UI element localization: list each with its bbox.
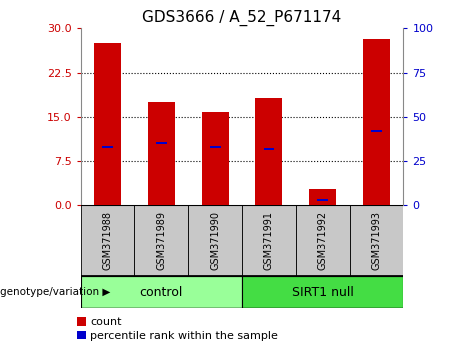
Text: SIRT1 null: SIRT1 null	[292, 286, 354, 298]
Bar	[296, 205, 349, 276]
Legend: count, percentile rank within the sample: count, percentile rank within the sample	[77, 317, 278, 341]
Text: GSM371991: GSM371991	[264, 211, 274, 270]
Bar	[210, 146, 220, 148]
Bar	[81, 276, 242, 308]
Text: GSM371993: GSM371993	[372, 211, 382, 270]
Bar	[255, 98, 282, 205]
Bar	[94, 43, 121, 205]
Title: GDS3666 / A_52_P671174: GDS3666 / A_52_P671174	[142, 9, 342, 25]
Bar	[264, 148, 274, 150]
Bar	[349, 205, 403, 276]
Text: GSM371990: GSM371990	[210, 211, 220, 270]
Bar	[148, 102, 175, 205]
Text: GSM371988: GSM371988	[102, 211, 112, 270]
Bar	[188, 205, 242, 276]
Bar	[156, 142, 167, 144]
Bar	[371, 130, 382, 132]
Text: genotype/variation ▶: genotype/variation ▶	[0, 287, 110, 297]
Bar	[102, 146, 113, 148]
Bar	[201, 112, 229, 205]
Bar	[81, 205, 135, 276]
Bar	[363, 39, 390, 205]
Bar	[317, 199, 328, 201]
Text: GSM371989: GSM371989	[156, 211, 166, 270]
Bar	[135, 205, 188, 276]
Text: control: control	[140, 286, 183, 298]
Bar	[242, 205, 296, 276]
Bar	[242, 276, 403, 308]
Text: GSM371992: GSM371992	[318, 211, 328, 270]
Bar	[309, 189, 336, 205]
